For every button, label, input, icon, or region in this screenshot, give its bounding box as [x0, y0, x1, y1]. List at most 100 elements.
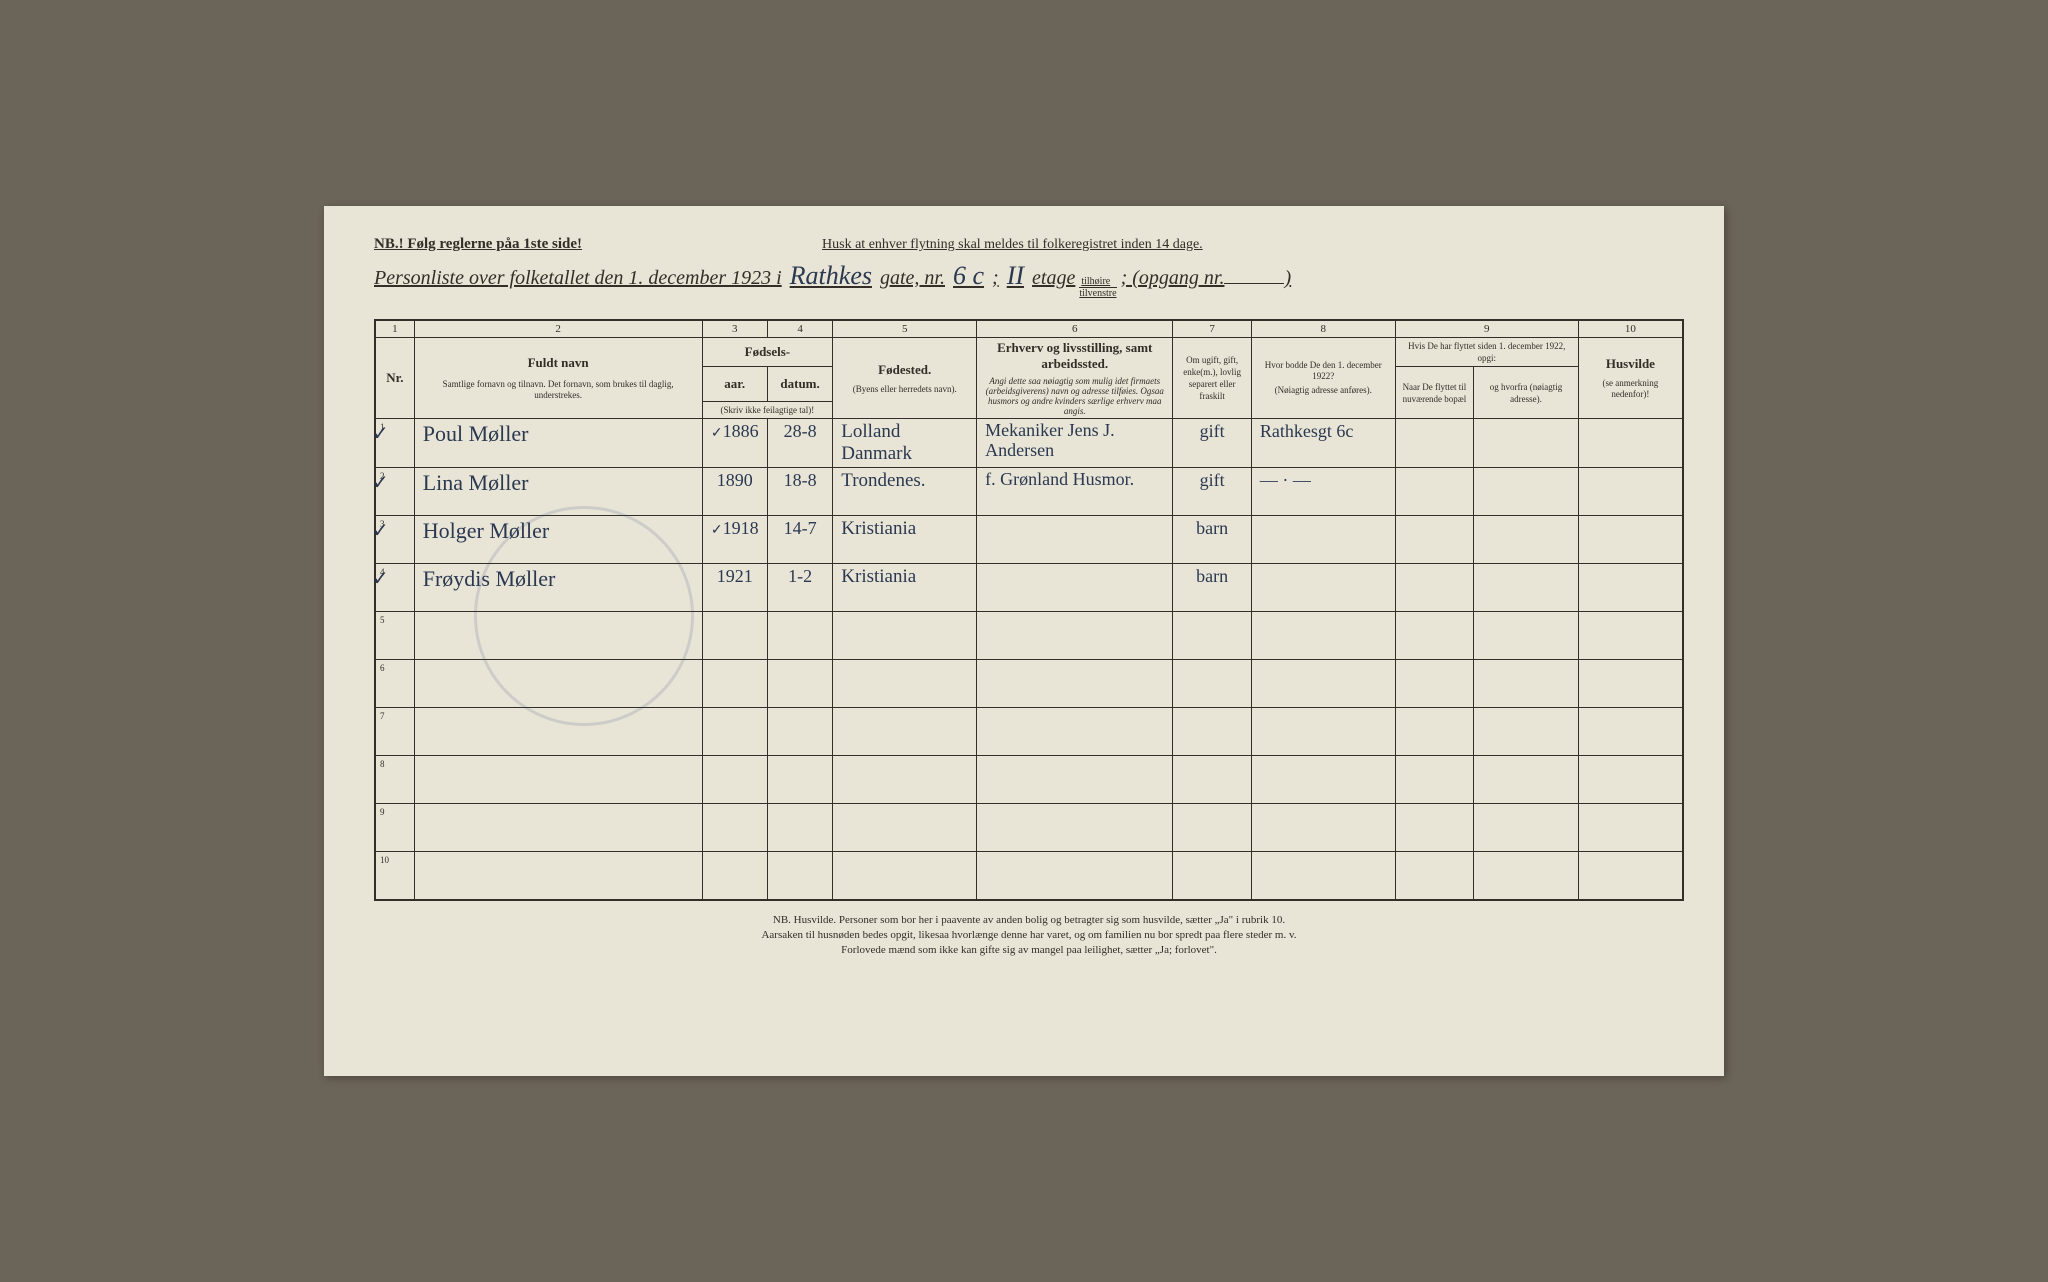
- table-body: ✓ 1 Poul Møller ✓1886 28-8 Lolland Danma…: [375, 419, 1683, 900]
- occupation-cell: [977, 612, 1173, 660]
- date-cell: [767, 852, 832, 900]
- census-form-document: NB.! Følg reglerne påa 1ste side! Husk a…: [324, 206, 1724, 1076]
- occupation-cell: [977, 852, 1173, 900]
- moved-from-cell: [1474, 612, 1579, 660]
- col-number: 7: [1173, 320, 1251, 338]
- flyttet-hvorfra-header: og hvorfra (nøiagtig adresse).: [1474, 367, 1579, 419]
- address-cell: [1251, 516, 1395, 564]
- row-number-cell: 6: [375, 660, 414, 708]
- row-number-cell: 8: [375, 756, 414, 804]
- opgang-number-field: [1224, 283, 1284, 284]
- occupation-cell: [977, 564, 1173, 612]
- col-number: 8: [1251, 320, 1395, 338]
- table-row: 9: [375, 804, 1683, 852]
- gate-number-field: 6 c: [945, 261, 992, 291]
- table-row: ✓ 3 Holger Møller ✓1918 14-7 Kristiania …: [375, 516, 1683, 564]
- aar-header: aar.: [702, 367, 767, 402]
- row-number-cell: ✓ 2: [375, 468, 414, 516]
- moved-when-cell: [1395, 804, 1473, 852]
- address-cell: [1251, 708, 1395, 756]
- status-cell: [1173, 804, 1251, 852]
- place-cell: [833, 804, 977, 852]
- moved-when-cell: [1395, 708, 1473, 756]
- name-cell: [414, 852, 702, 900]
- title-prefix: Personliste over folketallet den 1. dece…: [374, 267, 782, 290]
- address-cell: [1251, 756, 1395, 804]
- etage-number-field: II: [999, 261, 1032, 291]
- flyttet-naar-header: Naar De flyttet til nuværende bopæl: [1395, 367, 1473, 419]
- husvilde-cell: [1578, 516, 1683, 564]
- occupation-cell: [977, 660, 1173, 708]
- col-number: 1: [375, 320, 414, 338]
- name-header: Fuldt navn Samtlige fornavn og tilnavn. …: [414, 338, 702, 419]
- name-cell: [414, 804, 702, 852]
- erhverv-header: Erhverv og livsstilling, samt arbeidsste…: [977, 338, 1173, 419]
- moved-from-cell: [1474, 516, 1579, 564]
- husvilde-cell: [1578, 852, 1683, 900]
- husvilde-cell: [1578, 660, 1683, 708]
- footer-notes: NB. Husvilde. Personer som bor her i paa…: [374, 913, 1684, 959]
- place-cell: [833, 612, 977, 660]
- col-number: 3: [702, 320, 767, 338]
- year-cell: 1921: [702, 564, 767, 612]
- status-cell: [1173, 852, 1251, 900]
- occupation-cell: [977, 708, 1173, 756]
- row-number-cell: ✓ 1: [375, 419, 414, 468]
- status-cell: barn: [1173, 564, 1251, 612]
- date-cell: 1-2: [767, 564, 832, 612]
- address-cell: [1251, 564, 1395, 612]
- name-cell: Frøydis Møller: [414, 564, 702, 612]
- year-cell: [702, 612, 767, 660]
- fodested-header: Fødested. (Byens eller herredets navn).: [833, 338, 977, 419]
- row-number-cell: 9: [375, 804, 414, 852]
- moved-from-cell: [1474, 804, 1579, 852]
- bodde-header: Hvor bodde De den 1. december 1922? (Nøi…: [1251, 338, 1395, 419]
- table-row: 6: [375, 660, 1683, 708]
- date-cell: [767, 660, 832, 708]
- moved-from-cell: [1474, 660, 1579, 708]
- title-line: Personliste over folketallet den 1. dece…: [374, 261, 1684, 299]
- status-cell: [1173, 612, 1251, 660]
- occupation-cell: [977, 756, 1173, 804]
- closing-paren: ): [1284, 267, 1291, 290]
- status-header: Om ugift, gift, enke(m.), lovlig separer…: [1173, 338, 1251, 419]
- husvilde-cell: [1578, 419, 1683, 468]
- status-cell: [1173, 708, 1251, 756]
- status-cell: [1173, 756, 1251, 804]
- row-number-cell: ✓ 3: [375, 516, 414, 564]
- footer-line3: Forlovede mænd som ikke kan gifte sig av…: [434, 943, 1624, 958]
- checkmark-icon: ✓: [372, 421, 389, 446]
- table-row: 7: [375, 708, 1683, 756]
- gate-label: gate, nr.: [880, 267, 945, 290]
- date-cell: 14-7: [767, 516, 832, 564]
- moved-when-cell: [1395, 564, 1473, 612]
- census-table: 1 2 3 4 5 6 7 8 9 10 Nr. Fuldt navn Samt…: [374, 319, 1684, 901]
- fodsels-header: Fødsels-: [702, 338, 833, 367]
- row-number-cell: 5: [375, 612, 414, 660]
- nr-header: Nr.: [375, 338, 414, 419]
- husvilde-cell: [1578, 708, 1683, 756]
- datum-header: datum.: [767, 367, 832, 402]
- husvilde-cell: [1578, 468, 1683, 516]
- husvilde-cell: [1578, 804, 1683, 852]
- date-cell: 28-8: [767, 419, 832, 468]
- occupation-cell: Mekaniker Jens J. Andersen: [977, 419, 1173, 468]
- fraction-bottom: tilvenstre: [1079, 288, 1116, 299]
- year-cell: [702, 708, 767, 756]
- moved-from-cell: [1474, 564, 1579, 612]
- address-cell: [1251, 612, 1395, 660]
- name-cell: Holger Møller: [414, 516, 702, 564]
- place-cell: Kristiania: [833, 516, 977, 564]
- checkmark-icon: ✓: [372, 470, 389, 495]
- address-cell: [1251, 804, 1395, 852]
- address-cell: Rathkesgt 6c: [1251, 419, 1395, 468]
- address-cell: [1251, 660, 1395, 708]
- col-number: 5: [833, 320, 977, 338]
- year-cell: [702, 804, 767, 852]
- fraction-top: tilhøire: [1079, 276, 1116, 288]
- opgang-label: ; (opgang nr.: [1121, 267, 1225, 290]
- moved-when-cell: [1395, 419, 1473, 468]
- row-number-cell: 10: [375, 852, 414, 900]
- table-header: 1 2 3 4 5 6 7 8 9 10 Nr. Fuldt navn Samt…: [375, 320, 1683, 419]
- moved-when-cell: [1395, 660, 1473, 708]
